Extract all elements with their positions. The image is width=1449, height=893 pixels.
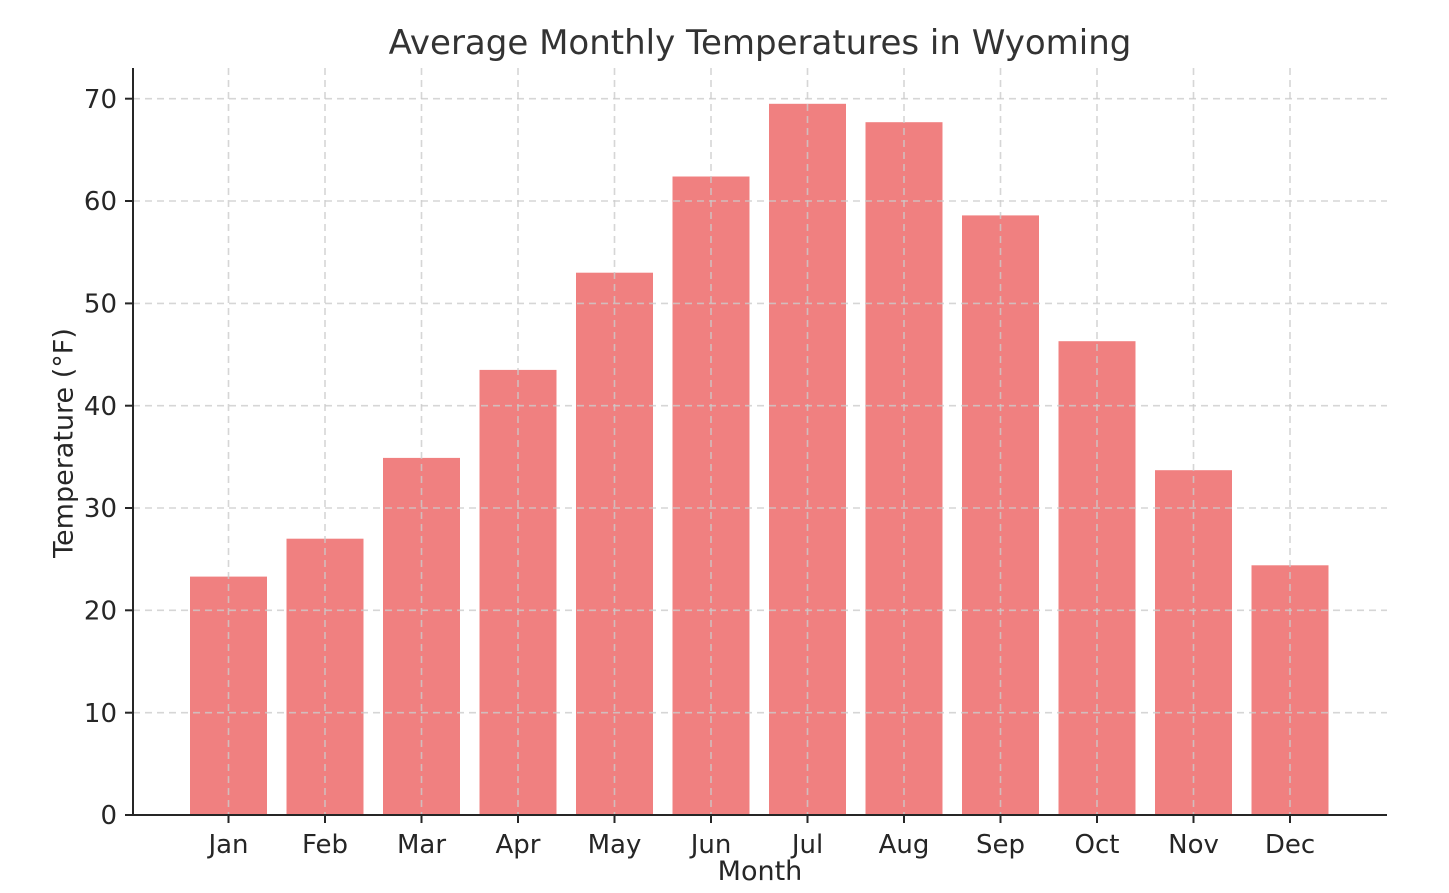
x-tick-label: Apr — [496, 830, 541, 860]
x-tick-label: Feb — [302, 830, 348, 860]
x-tick-label: Aug — [879, 830, 930, 860]
x-tick-label: Jun — [689, 830, 732, 860]
y-tick-label: 20 — [84, 596, 117, 626]
bar-apr — [479, 369, 557, 815]
x-tick-label: Mar — [397, 830, 446, 860]
bar-nov — [1155, 470, 1232, 815]
y-tick-label: 50 — [84, 290, 117, 320]
bar-feb — [286, 538, 364, 815]
x-tick-label: Jul — [790, 830, 823, 860]
y-tick-label: 0 — [100, 801, 117, 831]
y-tick-label: 10 — [84, 699, 117, 729]
y-tick-label: 40 — [84, 392, 117, 422]
y-tick-label: 70 — [84, 85, 117, 115]
x-tick-label: Nov — [1168, 830, 1219, 860]
bar-may — [576, 272, 653, 815]
x-tick-label: Jan — [206, 830, 248, 860]
bar-dec — [1251, 565, 1329, 815]
x-tick-label: Oct — [1075, 830, 1120, 860]
x-axis-label: Month — [717, 856, 803, 887]
y-tick-label: 60 — [84, 187, 117, 217]
y-tick-label: 30 — [84, 494, 117, 524]
chart-title: Average Monthly Temperatures in Wyoming — [388, 23, 1132, 63]
x-tick-label: Dec — [1265, 830, 1315, 860]
x-tick-label: May — [588, 830, 642, 860]
x-tick-label: Sep — [976, 830, 1025, 860]
